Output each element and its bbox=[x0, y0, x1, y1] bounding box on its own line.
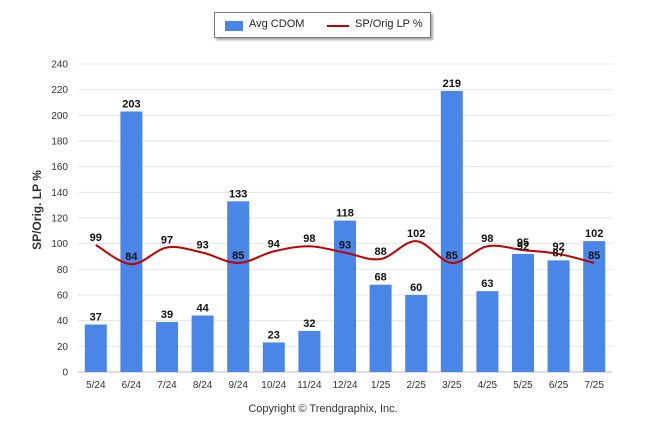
x-tick-label: 3/25 bbox=[442, 380, 462, 391]
bar-value-label: 37 bbox=[90, 312, 102, 324]
y-tick-label: 160 bbox=[51, 162, 68, 173]
bar bbox=[369, 284, 392, 372]
bar-value-label: 219 bbox=[443, 78, 461, 90]
line-value-label: 93 bbox=[339, 240, 351, 252]
bar bbox=[262, 342, 285, 372]
bar bbox=[84, 324, 107, 372]
line-value-label: 99 bbox=[90, 232, 102, 244]
x-tick-label: 10/24 bbox=[261, 380, 286, 391]
x-tick-label: 7/25 bbox=[584, 380, 604, 391]
bar-value-label: 87 bbox=[552, 247, 564, 259]
copyright-text: Copyright © Trendgraphix, Inc. bbox=[248, 403, 398, 415]
y-tick-label: 100 bbox=[51, 239, 68, 250]
legend-swatch-line bbox=[327, 25, 349, 27]
x-tick-label: 12/24 bbox=[332, 380, 357, 391]
line-value-label: 98 bbox=[303, 233, 315, 245]
x-tick-label: 4/25 bbox=[478, 380, 498, 391]
x-tick-label: 8/24 bbox=[193, 380, 213, 391]
bar bbox=[547, 260, 570, 372]
bar-value-label: 203 bbox=[122, 98, 140, 110]
x-tick-label: 5/25 bbox=[513, 380, 533, 391]
y-tick-label: 120 bbox=[51, 214, 68, 225]
line-value-label: 84 bbox=[125, 251, 138, 263]
line-series-sp-orig-lp bbox=[95, 240, 595, 266]
bar-value-label: 133 bbox=[229, 188, 247, 200]
y-tick-label: 220 bbox=[51, 85, 68, 96]
bar-value-label: 102 bbox=[585, 228, 603, 240]
y-tick-label: 60 bbox=[57, 291, 69, 302]
bar-value-label: 32 bbox=[303, 318, 315, 330]
bar bbox=[334, 220, 356, 372]
bar-value-label: 118 bbox=[336, 208, 354, 220]
bar bbox=[298, 330, 321, 372]
line-value-label: 102 bbox=[407, 228, 425, 240]
bar bbox=[405, 295, 428, 372]
x-tick-label: 6/24 bbox=[122, 380, 142, 391]
legend-label-line: SP/Orig LP % bbox=[355, 18, 423, 30]
bar bbox=[583, 241, 606, 372]
x-tick-label: 9/24 bbox=[228, 380, 248, 391]
line-value-label: 95 bbox=[517, 237, 529, 249]
line-value-label: 85 bbox=[232, 250, 244, 262]
bar bbox=[227, 201, 250, 372]
bar bbox=[120, 111, 143, 372]
y-tick-label: 0 bbox=[62, 368, 68, 379]
legend-label-bar: Avg CDOM bbox=[249, 18, 305, 30]
x-tick-label: 6/25 bbox=[549, 380, 569, 391]
line-value-label: 97 bbox=[161, 235, 173, 247]
bar bbox=[512, 253, 534, 372]
chart-legend: Avg CDOM SP/Orig LP % bbox=[214, 12, 431, 38]
y-tick-label: 240 bbox=[51, 60, 68, 71]
line-value-label: 93 bbox=[196, 240, 208, 252]
bar-value-label: 44 bbox=[196, 303, 209, 315]
x-tick-label: 7/24 bbox=[157, 380, 177, 391]
bar-value-label: 63 bbox=[481, 278, 493, 290]
y-tick-label: 140 bbox=[51, 188, 68, 199]
bar bbox=[476, 291, 499, 372]
legend-swatch-bar bbox=[225, 21, 243, 31]
bar-value-label: 39 bbox=[161, 309, 173, 321]
bar-value-label: 68 bbox=[374, 272, 386, 284]
y-tick-label: 180 bbox=[51, 137, 68, 148]
bar bbox=[191, 315, 214, 372]
line-value-label: 98 bbox=[481, 233, 493, 245]
x-tick-label: 2/25 bbox=[406, 380, 426, 391]
bar-value-label: 23 bbox=[268, 329, 280, 341]
y-tick-label: 200 bbox=[51, 111, 68, 122]
y-tick-label: 80 bbox=[57, 265, 69, 276]
y-axis-label: SP/Orig. LP % bbox=[30, 170, 44, 250]
line-value-label: 92 bbox=[552, 241, 564, 253]
y-tick-label: 20 bbox=[57, 342, 69, 353]
x-tick-label: 5/24 bbox=[86, 380, 106, 391]
bar-value-label: 92 bbox=[517, 241, 529, 253]
line-value-label: 85 bbox=[446, 250, 458, 262]
x-tick-label: 11/24 bbox=[297, 380, 322, 391]
line-value-label: 85 bbox=[588, 250, 600, 262]
line-value-label: 88 bbox=[374, 246, 386, 258]
bar bbox=[156, 321, 178, 372]
bar bbox=[440, 90, 463, 372]
x-tick-label: 1/25 bbox=[371, 380, 391, 391]
line-value-label: 94 bbox=[268, 238, 281, 250]
bar-value-label: 60 bbox=[410, 282, 422, 294]
y-tick-label: 40 bbox=[57, 316, 69, 327]
